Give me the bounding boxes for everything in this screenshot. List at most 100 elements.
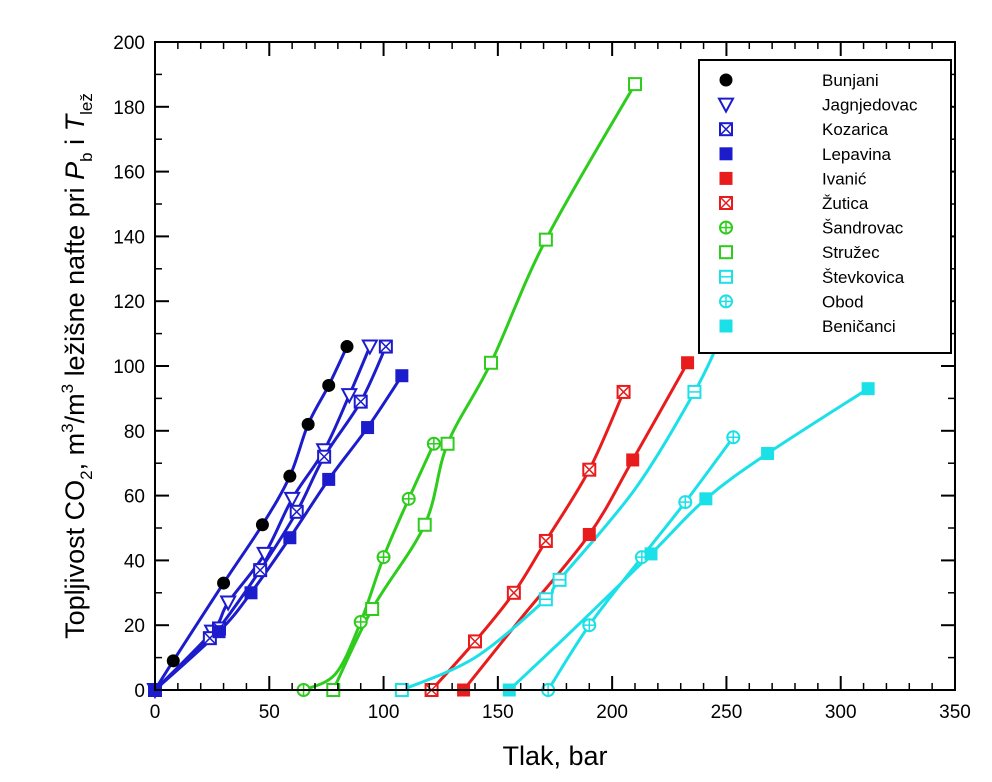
data-point-bunjani (340, 340, 354, 354)
legend-label-obod: Obod (822, 292, 864, 311)
data-point-struzec (538, 232, 553, 247)
data-point-kozarica (253, 563, 268, 578)
y-tick-label: 140 (113, 227, 145, 248)
data-point-kozarica (378, 339, 393, 354)
data-point-lepavina (322, 472, 336, 486)
data-point-lepavina (244, 586, 258, 600)
data-point-lepavina (283, 531, 297, 545)
data-point-struzec (440, 436, 455, 451)
data-point-obod (726, 430, 741, 445)
data-point-sandrovac (401, 491, 416, 506)
y-tick-label: 60 (124, 487, 145, 508)
legend-marker-lepavina (719, 147, 733, 161)
data-point-bunjani (255, 518, 269, 532)
data-point-zutica (616, 384, 631, 399)
legend-marker-sandrovac (719, 220, 733, 235)
x-tick-label: 350 (939, 702, 971, 723)
data-point-struzec (484, 355, 498, 370)
legend: Bunjani Jagnjedovac Kozarica Lepavina Ivanić… (698, 59, 952, 354)
y-tick-label: 100 (113, 357, 145, 378)
data-point-struzec (628, 77, 642, 92)
data-point-bunjani (301, 417, 315, 431)
legend-marker-jagnjedovac (717, 97, 735, 114)
data-point-bunjani (322, 378, 336, 392)
legend-label-kozarica: Kozarica (822, 120, 889, 139)
series-line-benicanci (507, 387, 870, 690)
data-point-zutica (538, 533, 553, 548)
legend-marker-stevkovica (719, 269, 733, 284)
y-tick-label: 180 (113, 98, 145, 119)
x-tick-label: 50 (259, 702, 280, 723)
data-point-stevkovica (538, 592, 553, 607)
y-tick-label: 40 (124, 551, 145, 572)
data-point-struzec (365, 602, 380, 616)
x-tick-label: 300 (825, 702, 857, 723)
data-point-benicanci (699, 492, 713, 506)
data-point-lepavina (212, 625, 226, 639)
series-line-struzec (331, 82, 637, 690)
data-point-kozarica (317, 449, 332, 464)
y-tick-label: 20 (124, 616, 145, 637)
legend-marker-obod (719, 294, 733, 309)
y-axis-title: Topljivost CO2, m3/m3 ležišne nafte pri … (58, 93, 96, 639)
legend-label-jagnjedovac: Jagnjedovac (822, 96, 918, 115)
data-point-jagnjedovac (256, 546, 274, 564)
legend-label-bunjani: Bunjani (822, 71, 879, 90)
data-point-struzec (417, 517, 432, 532)
legend-marker-struzec (719, 245, 733, 260)
tick-layer: 0 50 100 150 200 250 300 350 0 20 40 60 80 100 120 140 1… (113, 33, 971, 723)
legend-box (698, 59, 952, 354)
data-point-benicanci (644, 547, 658, 561)
data-point-ivanic (582, 527, 596, 541)
data-point-jagnjedovac (361, 339, 379, 356)
legend-label-zutica: Žutica (822, 194, 869, 213)
x-tick-label: 0 (150, 702, 161, 723)
legend-marker-zutica (719, 196, 733, 210)
data-point-jagnjedovac (340, 388, 358, 405)
data-point-stevkovica (687, 384, 702, 399)
x-tick-label: 100 (368, 702, 400, 723)
legend-marker-ivanic (719, 171, 733, 185)
data-point-ivanic (626, 453, 640, 467)
data-point-zutica (582, 462, 597, 477)
data-point-bunjani (283, 469, 297, 483)
data-point-obod (582, 618, 597, 633)
marker-layer (146, 77, 875, 700)
data-point-bunjani (166, 654, 180, 668)
legend-marker-bunjani (719, 73, 733, 87)
data-point-benicanci (761, 446, 775, 460)
data-point-zutica (506, 585, 521, 600)
data-point-bunjani (217, 576, 231, 590)
data-point-jagnjedovac (219, 595, 237, 612)
legend-label-struzec: Stružec (822, 243, 880, 262)
x-tick-label: 150 (482, 702, 514, 723)
data-point-ivanic (681, 356, 695, 370)
legend-marker-kozarica (719, 122, 733, 137)
x-tick-label: 200 (596, 702, 628, 723)
y-tick-label: 0 (134, 681, 145, 702)
y-tick-label: 120 (113, 292, 145, 313)
data-point-sandrovac (426, 436, 441, 451)
data-point-lepavina (395, 369, 409, 383)
data-point-kozarica (289, 504, 304, 519)
x-tick-label: 250 (711, 702, 743, 723)
data-point-lepavina (361, 421, 375, 435)
data-point-zutica (468, 634, 482, 649)
legend-marker-benicanci (719, 319, 733, 333)
series-line-bunjani (155, 345, 349, 690)
data-point-obod (678, 495, 693, 510)
data-point-stevkovica (552, 572, 567, 587)
data-point-sandrovac (353, 614, 368, 629)
legend-label-benicanci: Beničanci (822, 317, 896, 336)
data-point-sandrovac (376, 550, 391, 565)
legend-label-lepavina: Lepavina (822, 145, 892, 164)
data-point-kozarica (353, 394, 368, 409)
y-tick-label: 160 (113, 163, 145, 184)
legend-label-stevkovica: Števkovica (822, 268, 905, 287)
legend-label-sandrovac: Šandrovac (822, 219, 904, 238)
x-axis-title: Tlak, bar (502, 741, 607, 771)
data-point-jagnjedovac (283, 491, 301, 508)
data-point-benicanci (861, 382, 875, 396)
y-tick-label: 200 (113, 33, 145, 54)
legend-label-ivanic: Ivanić (822, 169, 867, 188)
